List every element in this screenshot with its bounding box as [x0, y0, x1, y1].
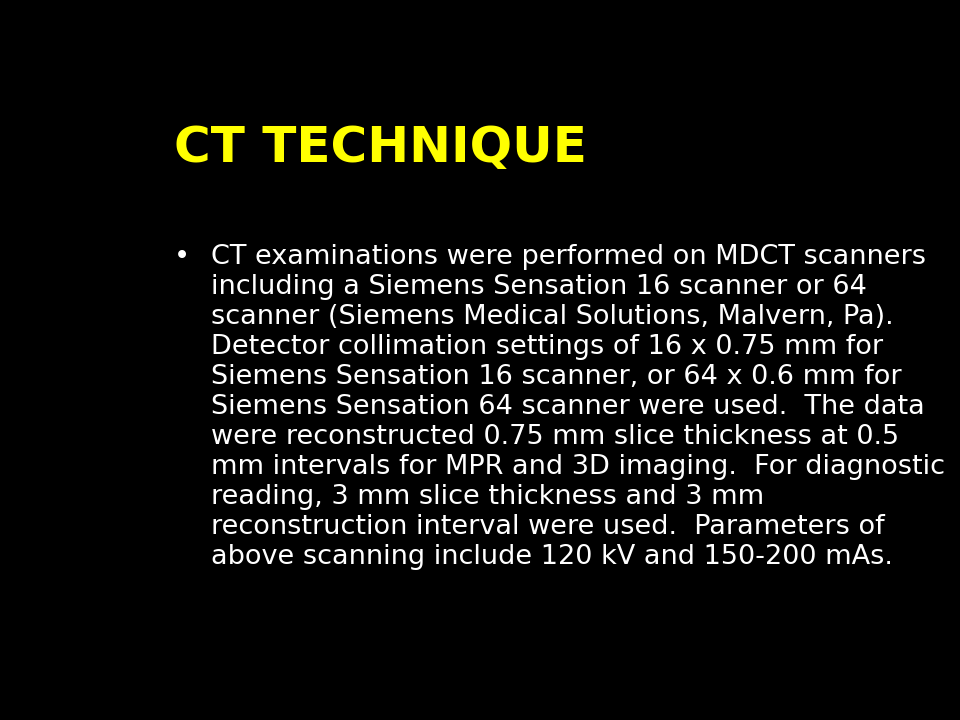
- Text: scanner (Siemens Medical Solutions, Malvern, Pa).: scanner (Siemens Medical Solutions, Malv…: [211, 305, 894, 330]
- Text: mm intervals for MPR and 3D imaging.  For diagnostic: mm intervals for MPR and 3D imaging. For…: [211, 454, 945, 480]
- Text: Siemens Sensation 16 scanner, or 64 x 0.6 mm for: Siemens Sensation 16 scanner, or 64 x 0.…: [211, 364, 901, 390]
- Text: Detector collimation settings of 16 x 0.75 mm for: Detector collimation settings of 16 x 0.…: [211, 334, 883, 360]
- Text: •: •: [174, 244, 190, 271]
- Text: including a Siemens Sensation 16 scanner or 64: including a Siemens Sensation 16 scanner…: [211, 274, 867, 300]
- Text: CT TECHNIQUE: CT TECHNIQUE: [174, 125, 587, 172]
- Text: were reconstructed 0.75 mm slice thickness at 0.5: were reconstructed 0.75 mm slice thickne…: [211, 424, 899, 450]
- Text: reading, 3 mm slice thickness and 3 mm: reading, 3 mm slice thickness and 3 mm: [211, 484, 764, 510]
- Text: CT examinations were performed on MDCT scanners: CT examinations were performed on MDCT s…: [211, 244, 925, 271]
- Text: above scanning include 120 kV and 150-200 mAs.: above scanning include 120 kV and 150-20…: [211, 544, 893, 570]
- Text: Siemens Sensation 64 scanner were used.  The data: Siemens Sensation 64 scanner were used. …: [211, 394, 924, 420]
- Text: reconstruction interval were used.  Parameters of: reconstruction interval were used. Param…: [211, 514, 884, 540]
